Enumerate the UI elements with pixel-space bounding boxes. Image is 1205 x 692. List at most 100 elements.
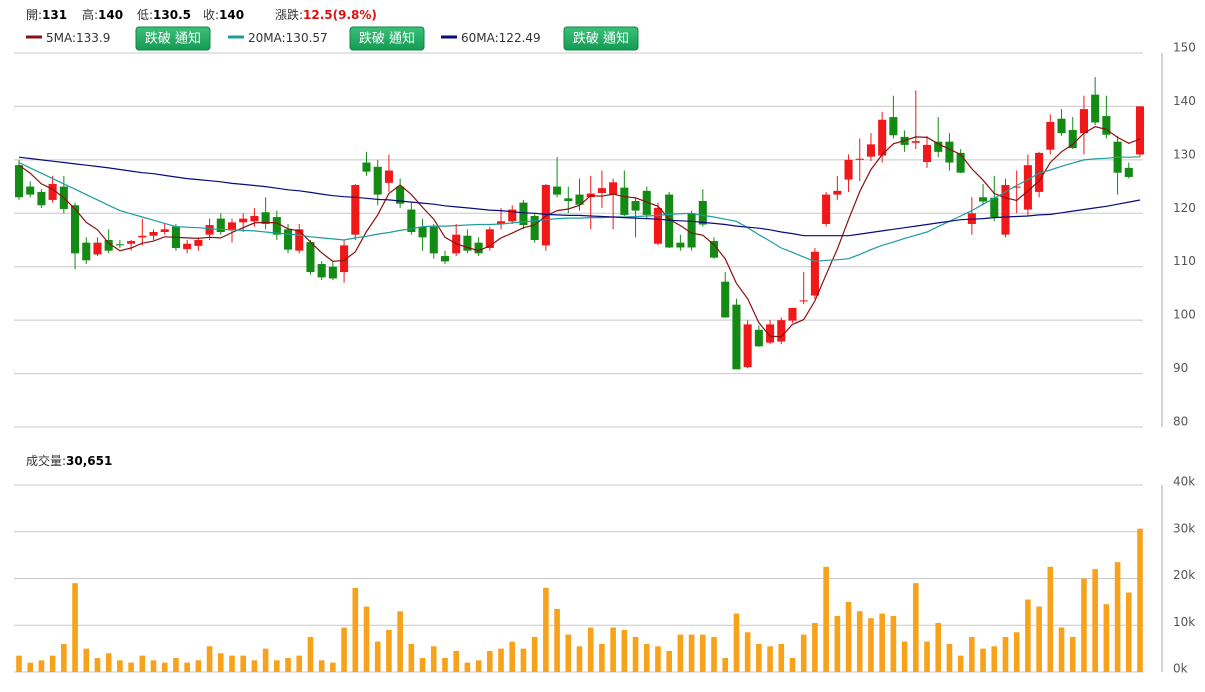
candle-body (631, 200, 640, 211)
candle-body (709, 241, 719, 258)
candle (295, 223, 304, 254)
volume-bar (442, 657, 448, 672)
candle-body (463, 235, 472, 251)
candle-body (911, 141, 920, 143)
candle-body (519, 202, 528, 226)
candle-body (138, 235, 147, 238)
alert-button[interactable]: 跌破 通知 (349, 26, 425, 51)
candle (1135, 106, 1145, 158)
volume-bar (823, 566, 829, 672)
candle (844, 154, 853, 192)
candle-body (418, 226, 427, 238)
candle (979, 183, 988, 206)
candle (1001, 178, 1010, 238)
candle-body (474, 242, 483, 254)
candle-body (609, 182, 618, 195)
candle-body (653, 207, 663, 244)
volume-bar (94, 657, 101, 672)
candle-body (306, 242, 315, 273)
volume-bar (1125, 592, 1132, 672)
candle (866, 133, 875, 161)
volume-bar (16, 655, 22, 672)
volume-bar (845, 601, 852, 672)
candle (609, 178, 618, 230)
candle-body (37, 191, 46, 206)
plot: 80 90 100 110 120 130 140 150 0k 10k 20k 30k 40k 成交量:… (14, 41, 1196, 676)
candle (911, 90, 920, 150)
volume-bar (61, 643, 67, 672)
candle-body (766, 324, 775, 343)
volume-bar (139, 655, 146, 672)
volume-bar (991, 646, 998, 672)
candle (418, 218, 427, 251)
volume-bar (711, 636, 717, 672)
quote-low: 低:130.5 (137, 7, 191, 22)
legend-entry: 5MA:133.9 (46, 31, 110, 45)
candle-body (216, 218, 225, 232)
volume-bar (700, 634, 706, 672)
volume-bar (1013, 632, 1020, 672)
volume-bar (834, 615, 841, 672)
candle-body (26, 186, 35, 195)
candle (620, 170, 629, 216)
candle (956, 149, 965, 174)
volume-bar (957, 655, 964, 672)
candle (93, 237, 102, 257)
candle-body (440, 256, 450, 262)
volume-bar (419, 657, 426, 672)
legend-name: 5MA: (46, 31, 76, 45)
candle-body (384, 170, 393, 183)
volume-bar (565, 634, 572, 672)
candle-body (149, 231, 158, 236)
legend-value: 122.49 (499, 31, 541, 45)
candle (508, 205, 517, 224)
volume-bar (767, 646, 773, 672)
candle-body (496, 221, 506, 224)
candle (474, 237, 483, 257)
candle (429, 223, 438, 259)
candle-body (261, 212, 270, 224)
alert-button[interactable]: 跌破 通知 (563, 26, 639, 51)
candle-body (272, 217, 281, 235)
legend-name: 20MA: (248, 31, 286, 45)
candle (239, 213, 248, 232)
volume-bar (789, 657, 796, 672)
label: 收: (203, 8, 219, 22)
candle (631, 197, 640, 238)
candle (1102, 95, 1111, 139)
volume-bar (464, 662, 471, 672)
volume-bar (408, 643, 415, 672)
candle (149, 229, 158, 240)
volume-bar (587, 627, 594, 672)
candle-body (1124, 167, 1133, 177)
candle-body (1057, 118, 1066, 134)
volume-bar (935, 622, 942, 672)
candle (777, 317, 786, 345)
candle (698, 189, 707, 227)
volume-bar (1058, 627, 1065, 672)
volume-bar (386, 629, 392, 672)
candle-body (373, 166, 382, 195)
volume-bar (1081, 578, 1087, 672)
candle (317, 261, 326, 281)
candle (833, 175, 842, 200)
y-tick-label: 20k (1173, 568, 1195, 582)
alert-button[interactable]: 跌破 通知 (135, 26, 211, 51)
candle-body (227, 222, 237, 231)
candle-body (721, 281, 730, 318)
candle (1091, 77, 1100, 126)
volume-bar (800, 634, 807, 672)
volume-bar (251, 660, 258, 672)
candle-body (799, 300, 808, 302)
candle (732, 298, 741, 370)
candle-body (362, 162, 371, 172)
volume-bar (430, 646, 437, 672)
candle-body (183, 243, 192, 250)
candle (1113, 135, 1122, 195)
volume-bar (890, 615, 897, 672)
volume-bar (1036, 606, 1042, 672)
candle (922, 135, 932, 168)
candle (788, 307, 797, 323)
volume-bar (655, 646, 661, 672)
y-tick-label: 10k (1173, 615, 1195, 629)
